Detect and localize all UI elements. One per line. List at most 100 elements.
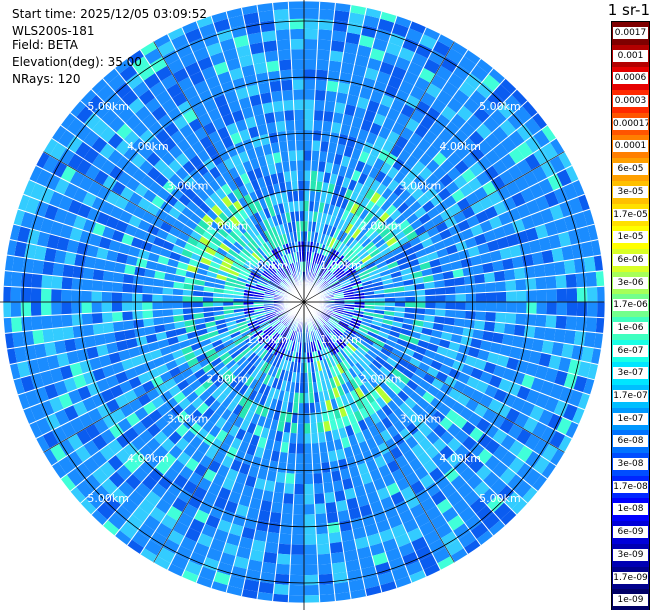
range-gate-cell bbox=[266, 60, 280, 73]
range-gate-cell bbox=[341, 209, 350, 221]
range-gate-cell bbox=[270, 249, 279, 260]
range-gate-cell bbox=[533, 456, 551, 475]
range-gate-cell bbox=[409, 391, 422, 404]
ray-separator-line bbox=[303, 193, 585, 303]
range-gate-cell bbox=[326, 440, 336, 452]
range-gate-cell bbox=[220, 80, 236, 95]
range-gate-cell bbox=[359, 383, 370, 396]
range-gate-cell bbox=[318, 315, 327, 324]
range-gate-cell bbox=[278, 358, 286, 370]
range-gate-cell bbox=[374, 297, 385, 302]
range-gate-cell bbox=[175, 437, 190, 452]
range-gate-cell bbox=[425, 430, 440, 445]
range-gate-cell bbox=[312, 252, 318, 263]
range-gate-cell bbox=[330, 315, 341, 323]
range-gate-cell bbox=[151, 482, 168, 499]
range-gate-cell bbox=[342, 347, 352, 358]
range-gate-cell bbox=[332, 289, 344, 295]
range-gate-cell bbox=[314, 503, 327, 515]
range-gate-cell bbox=[304, 473, 314, 485]
ray-separator-line bbox=[303, 301, 494, 536]
range-gate-cell bbox=[372, 552, 389, 566]
range-gate-cell bbox=[304, 49, 318, 60]
range-gate-cell bbox=[337, 322, 348, 330]
range-gate-cell bbox=[450, 333, 463, 344]
range-gate-cell bbox=[76, 480, 94, 499]
range-gate-cell bbox=[415, 43, 433, 59]
range-gate-cell bbox=[356, 247, 367, 258]
ray-separator-line bbox=[303, 301, 469, 555]
range-gate-cell bbox=[84, 164, 101, 181]
range-gate-cell bbox=[282, 99, 294, 111]
range-gate-cell bbox=[262, 40, 278, 53]
range-gate-cell bbox=[132, 466, 149, 483]
range-gate-cell bbox=[315, 69, 329, 81]
range-gate-cell bbox=[162, 538, 180, 555]
range-gate-cell bbox=[116, 339, 129, 352]
range-gate-cell bbox=[233, 34, 250, 48]
range-gate-cell bbox=[92, 222, 106, 237]
range-gate-cell bbox=[304, 99, 315, 111]
range-gate-cell bbox=[141, 113, 158, 130]
range-gate-cell bbox=[525, 362, 539, 378]
range-gate-cell bbox=[285, 339, 292, 351]
range-gate-cell bbox=[144, 325, 156, 336]
range-gate-cell bbox=[123, 130, 140, 147]
range-gate-cell bbox=[261, 324, 272, 332]
range-gate-cell bbox=[390, 491, 406, 506]
range-gate-cell bbox=[476, 529, 494, 546]
range-gate-cell bbox=[413, 313, 425, 321]
range-gate-cell bbox=[163, 315, 175, 325]
range-gate-cell bbox=[457, 343, 471, 356]
ray-separator-line bbox=[287, 1, 305, 303]
range-gate-cell bbox=[521, 253, 534, 268]
range-gate-cell bbox=[412, 416, 426, 430]
range-gate-cell bbox=[347, 271, 359, 280]
range-gate-cell bbox=[162, 302, 173, 310]
range-gate-cell bbox=[315, 181, 323, 193]
range-gate-cell bbox=[506, 473, 525, 492]
range-gate-cell bbox=[153, 316, 165, 326]
range-gate-cell bbox=[227, 346, 239, 356]
range-gate-cell bbox=[323, 324, 332, 334]
range-gate-cell bbox=[175, 152, 190, 167]
range-gate-cell bbox=[213, 571, 231, 586]
range-gate-cell bbox=[356, 346, 367, 357]
range-gate-cell bbox=[275, 29, 291, 41]
range-gate-cell bbox=[168, 366, 182, 378]
range-gate-cell bbox=[233, 175, 245, 189]
range-gate-cell bbox=[256, 316, 268, 323]
range-gate-cell bbox=[479, 370, 493, 385]
range-gate-cell bbox=[275, 563, 291, 575]
range-gate-cell bbox=[423, 58, 441, 75]
range-gate-cell bbox=[340, 279, 351, 286]
range-gate-cell bbox=[144, 268, 156, 279]
range-gate-cell bbox=[249, 354, 260, 365]
range-gate-cell bbox=[551, 247, 564, 263]
range-gate-cell bbox=[216, 561, 234, 576]
range-gate-cell bbox=[259, 244, 269, 255]
range-gate-cell bbox=[315, 318, 322, 328]
range-gate-cell bbox=[464, 284, 476, 294]
range-gate-cell bbox=[436, 89, 453, 106]
ray-separator-line bbox=[303, 100, 528, 303]
range-gate-cell bbox=[331, 238, 340, 250]
range-gate-cell bbox=[132, 121, 149, 138]
range-gate-cell bbox=[353, 484, 367, 498]
range-gate-cell bbox=[335, 270, 345, 279]
colorbar-tick-label: 1.7e-09 bbox=[613, 571, 648, 584]
range-gate-cell bbox=[149, 56, 168, 73]
range-gate-cell bbox=[67, 199, 83, 215]
range-gate-cell bbox=[364, 585, 382, 597]
range-gate-cell bbox=[439, 173, 454, 188]
range-gate-cell bbox=[388, 352, 401, 363]
range-gate-cell bbox=[255, 286, 266, 292]
range-gate-cell bbox=[246, 364, 257, 376]
range-gate-cell bbox=[63, 211, 78, 227]
range-gate-cell bbox=[251, 539, 267, 552]
range-gate-cell bbox=[516, 428, 532, 446]
range-gate-cell bbox=[304, 463, 313, 474]
range-gate-cell bbox=[354, 536, 370, 550]
range-gate-cell bbox=[173, 200, 187, 213]
range-gate-cell bbox=[371, 342, 383, 352]
